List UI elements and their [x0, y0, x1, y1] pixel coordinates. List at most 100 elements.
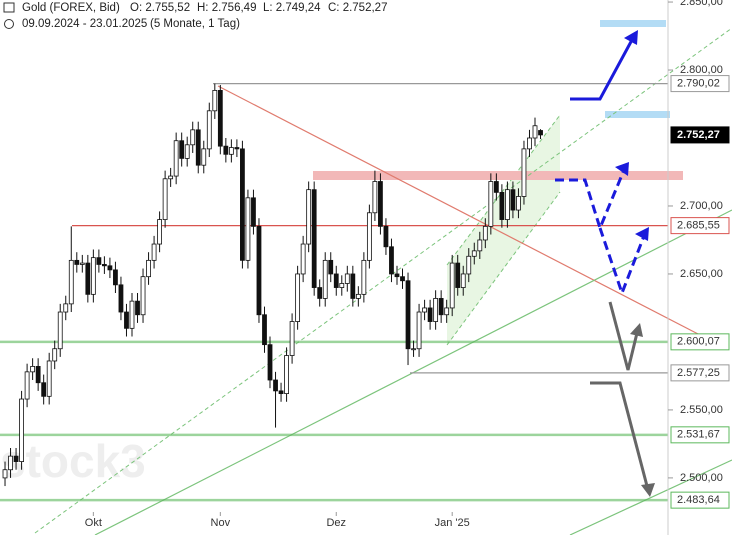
candle-body [195, 129, 201, 166]
period: (5 Monate, 1 Tag) [150, 18, 240, 30]
candle-body [223, 145, 229, 155]
candle-body [471, 250, 477, 257]
level-label: 2.790,02 [677, 77, 720, 89]
candle-body [278, 390, 284, 395]
arrow [598, 227, 646, 298]
y-tick-label: 2.700,00 [680, 200, 723, 212]
x-tick-label: Jan '25 [435, 517, 470, 529]
candle-body [57, 311, 63, 350]
level-label-box [670, 75, 730, 93]
level-label-box [670, 426, 730, 444]
candle-body [389, 246, 394, 275]
header: Gold (FOREX, Bid) O: 2.755,52 H: 2.756,4… [3, 2, 387, 30]
x-tick-label: Dez [326, 517, 346, 529]
price-axis: 2.500,00 2.550,00 2.650,00 2.700,00 2.800,00… [667, 0, 730, 535]
candle-body [411, 348, 416, 351]
level-label: 2.600,07 [677, 336, 720, 348]
arrow [590, 381, 649, 487]
x-tick-label: Okt [85, 517, 102, 529]
candle-body [422, 307, 427, 313]
candle-body [267, 344, 273, 381]
candle-body [30, 366, 36, 373]
candle-body [206, 110, 212, 150]
candle-body [372, 181, 378, 214]
candle-body [521, 148, 527, 197]
candle-body [273, 379, 278, 392]
candle-body [146, 259, 151, 278]
arrowhead [641, 483, 655, 497]
candle-body [350, 273, 356, 299]
chart-title: Gold (FOREX, Bid) [22, 2, 120, 14]
channel-line [446, 114, 561, 266]
arrows [555, 30, 655, 497]
candle-body [35, 366, 41, 384]
candle-body [527, 137, 532, 150]
candle-body [201, 148, 207, 166]
arrowhead [615, 162, 629, 176]
y-tick-label: 2.800,00 [680, 64, 723, 76]
candle-body [13, 455, 19, 462]
resistance-zone [313, 171, 683, 180]
candle-body [284, 355, 289, 395]
candle-body [455, 262, 461, 288]
level-label: 2.531,67 [677, 429, 720, 441]
candle-body [355, 293, 361, 299]
candle-body [394, 273, 400, 278]
candle-body [24, 371, 30, 400]
candle-body [234, 147, 240, 150]
candle-body [339, 283, 345, 288]
candle-body [113, 269, 118, 286]
candle-body [124, 311, 129, 329]
arrowhead [635, 227, 649, 241]
channel [447, 115, 560, 345]
candle-body [433, 298, 439, 322]
arrow [555, 169, 626, 233]
candle-body [510, 189, 516, 211]
candle-body [344, 273, 350, 284]
candle-body [328, 259, 334, 275]
y-tick-label: 2.850,00 [680, 0, 723, 8]
candle-body [240, 148, 245, 261]
candle-body [107, 265, 113, 271]
candle-body [68, 259, 74, 305]
candle-body [63, 303, 69, 313]
header-value: L: 2.749,24 [263, 2, 321, 14]
candle-body [184, 144, 190, 159]
target-zone [600, 20, 666, 27]
candle-body [52, 348, 58, 362]
candle-body [228, 147, 234, 155]
candle-body [438, 298, 444, 316]
candle-body [383, 225, 389, 248]
level-label-box [670, 126, 730, 144]
candle-body [2, 469, 8, 479]
arrow [570, 37, 635, 101]
candle-body [256, 225, 262, 316]
candle-body [118, 284, 124, 313]
level-label: 2.577,25 [677, 367, 720, 379]
watermark: stock3 [0, 435, 146, 487]
header-value: C: 2.752,27 [328, 2, 387, 14]
arrow [608, 301, 639, 371]
header-value: H: 2.756,49 [197, 2, 256, 14]
candle-body [317, 287, 323, 299]
trend-line [569, 459, 732, 535]
candle-body [416, 311, 422, 350]
y-tick-label: 2.550,00 [680, 404, 723, 416]
candle-body [41, 382, 47, 397]
candle-body [217, 90, 223, 147]
arrowhead [624, 30, 638, 45]
candle-body [96, 257, 102, 265]
candle-body [179, 140, 185, 159]
level-label: 2.483,64 [677, 494, 720, 506]
candle-body [289, 321, 295, 356]
clock-icon [4, 19, 14, 29]
candle-body [378, 181, 383, 227]
candle-body [482, 225, 488, 241]
candle-body [19, 398, 24, 462]
plot-area: Okt Nov Dez Jan '25 [0, 82, 668, 529]
candle-body [311, 189, 317, 288]
candle-body [101, 264, 107, 267]
candle-body [129, 300, 135, 329]
candle-body [251, 197, 256, 227]
candle-body [79, 262, 85, 265]
